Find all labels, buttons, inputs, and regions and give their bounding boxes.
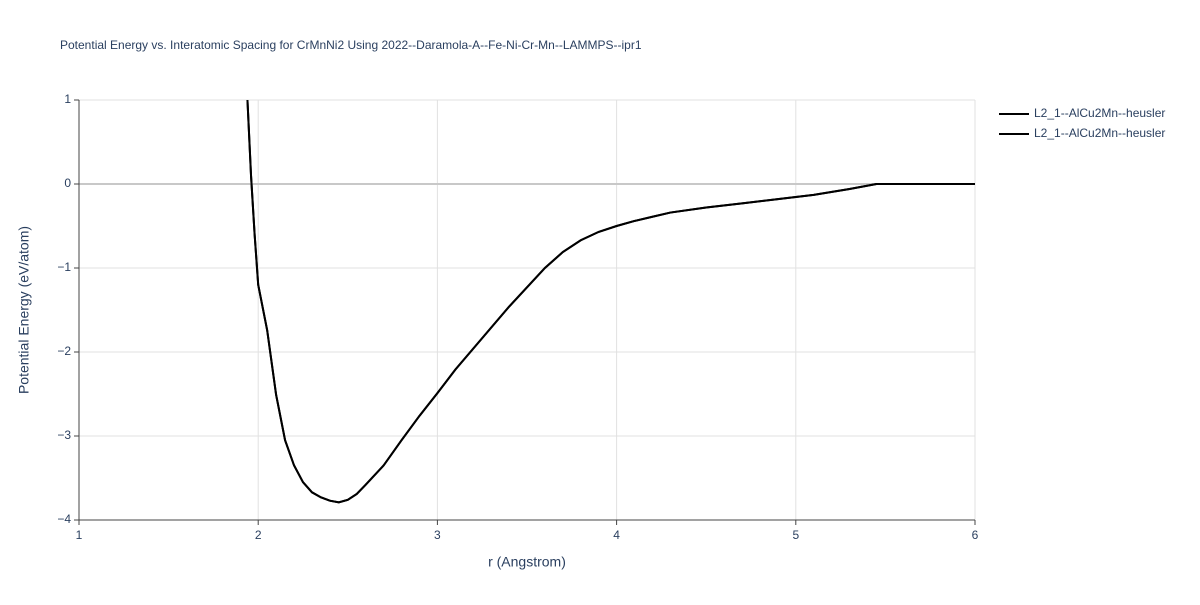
legend-label: L2_1--AlCu2Mn--heusler [1034,106,1165,120]
x-tick-label: 3 [434,528,441,542]
x-axis-title: r (Angstrom) [488,554,566,570]
y-tick-label: −2 [57,344,71,358]
y-tick-label: −1 [57,260,71,274]
x-tick-label: 5 [792,528,799,542]
y-tick-label: 0 [64,176,71,190]
chart-title: Potential Energy vs. Interatomic Spacing… [60,38,642,52]
x-tick-label: 6 [972,528,979,542]
y-tick-label: −4 [57,512,71,526]
y-tick-label: −3 [57,428,71,442]
x-tick-label: 2 [255,528,262,542]
legend-label: L2_1--AlCu2Mn--heusler [1034,126,1165,140]
y-tick-label: 1 [64,92,71,106]
y-axis-title: Potential Energy (eV/atom) [16,226,32,394]
x-tick-label: 1 [76,528,83,542]
data-line [246,99,975,504]
data-line [246,99,975,504]
x-tick-label: 4 [613,528,620,542]
